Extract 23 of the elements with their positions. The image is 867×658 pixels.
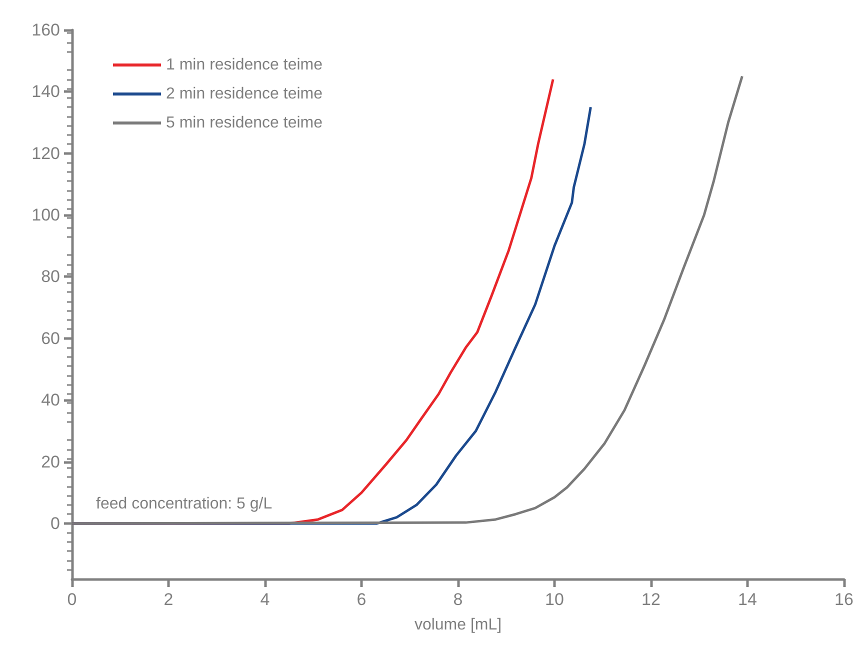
y-tick-label: 120 bbox=[32, 144, 60, 163]
x-tick-label: 4 bbox=[260, 590, 270, 609]
x-tick-label: 14 bbox=[738, 590, 757, 609]
x-axis-title: volume [mL] bbox=[414, 616, 502, 634]
x-tick-label: 12 bbox=[642, 590, 660, 609]
x-tick-label: 6 bbox=[356, 590, 366, 609]
y-tick-label: 160 bbox=[32, 20, 60, 40]
legend-label: 2 min residence teime bbox=[166, 86, 323, 102]
y-tick-label: 100 bbox=[32, 206, 60, 225]
y-tick-label: 40 bbox=[41, 390, 60, 410]
legend-label: 1 min residence teime bbox=[166, 56, 323, 74]
annotation: feed concentration: 5 g/L bbox=[96, 496, 272, 512]
y-tick-label: 140 bbox=[32, 82, 60, 102]
x-tick-label: 8 bbox=[453, 590, 463, 609]
x-tick-label: 16 bbox=[834, 590, 854, 609]
x-tick-label: 2 bbox=[164, 590, 174, 609]
legend-label: 5 min residence teime bbox=[166, 114, 323, 132]
y-tick-label: 80 bbox=[41, 267, 60, 286]
y-tick-label: 60 bbox=[41, 328, 60, 348]
y-tick-label: 20 bbox=[41, 452, 60, 472]
y-tick-label: 0 bbox=[50, 514, 60, 533]
x-tick-label: 0 bbox=[67, 590, 77, 609]
x-tick-label: 10 bbox=[545, 590, 564, 609]
